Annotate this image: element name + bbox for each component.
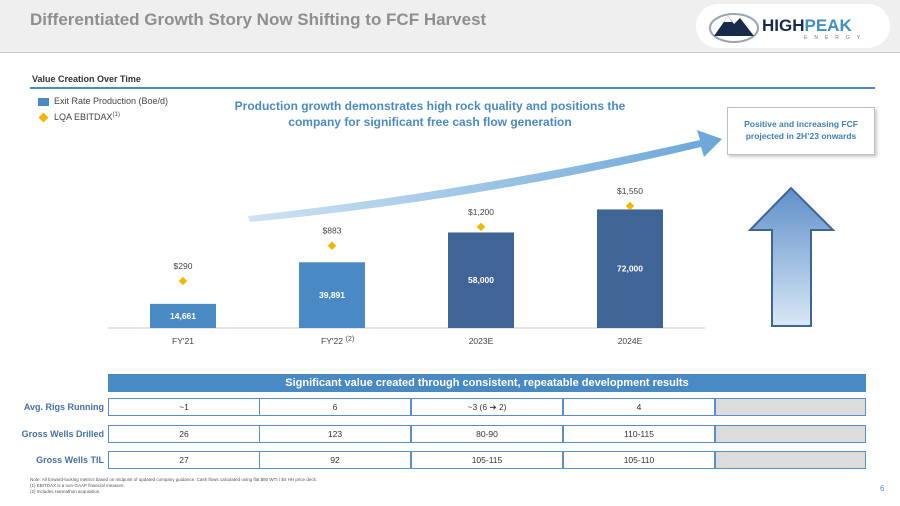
logo-energy: ENERGY — [804, 35, 868, 41]
legend-marker-entry: LQA EBITDAX(1) — [38, 112, 120, 123]
footnotes: Note: All forward-looking metrics based … — [30, 477, 317, 495]
table-cell: 105-110 — [563, 451, 715, 469]
table-cell — [715, 398, 866, 416]
table-cell: 27 — [108, 451, 260, 469]
logo-high: HIGH — [762, 16, 805, 35]
legend-marker-label: LQA EBITDAX — [54, 112, 113, 122]
mountain-logo-icon — [709, 13, 759, 43]
legend-marker-footnote: (1) — [112, 112, 120, 118]
bar-value-label: 58,000 — [468, 275, 494, 285]
ebitdax-marker-3 — [625, 201, 635, 211]
table-cell: 110-115 — [563, 425, 715, 443]
logo-peak: PEAK — [804, 16, 852, 35]
table-title: Significant value created through consis… — [108, 374, 866, 392]
bar-production-3 — [597, 209, 663, 328]
legend-bar-entry: Exit Rate Production (Boe/d) — [38, 96, 168, 106]
table-cell — [715, 451, 866, 469]
bar-production-0 — [150, 303, 216, 328]
table-cell: 105-115 — [411, 451, 563, 469]
bar-production-2 — [448, 232, 514, 328]
table-cell: 26 — [108, 425, 260, 443]
bar-production-1 — [299, 262, 365, 328]
x-tick-label: FY'21 — [172, 336, 194, 346]
ebitdax-marker-1 — [327, 241, 337, 250]
table-cell: 92 — [259, 451, 411, 469]
logo-wordmark: HIGHPEAK — [762, 16, 852, 36]
bar-value-label: 39,891 — [319, 290, 345, 300]
growth-arc-arrow — [248, 130, 722, 222]
table-cell: 80-90 — [411, 425, 563, 443]
footnote-line: (1) EBITDAX is a non-GAAP financial meas… — [30, 483, 125, 488]
table-cell — [715, 425, 866, 443]
table-cell: ~3 (6 ➔ 2) — [411, 398, 563, 416]
x-tick-label: FY'22 — [321, 336, 343, 346]
ebitdax-value-label: $883 — [323, 226, 342, 236]
x-tick-footnote: (2) — [346, 336, 355, 343]
row-label: Gross Wells TIL — [36, 455, 104, 465]
bar-value-label: 14,661 — [170, 311, 196, 321]
company-logo: HIGHPEAK ENERGY — [696, 4, 890, 48]
footnote-line: (2) Includes Hannathon acquisition. — [30, 489, 101, 494]
ebitdax-value-label: $1,200 — [468, 207, 494, 217]
section-divider — [30, 87, 875, 89]
ebitdax-value-label: $290 — [174, 261, 193, 271]
legend-bar-label: Exit Rate Production (Boe/d) — [54, 96, 169, 106]
fcf-callout: Positive and increasing FCF projected in… — [727, 107, 875, 155]
table-cell: 123 — [259, 425, 411, 443]
bar-value-label: 72,000 — [617, 264, 643, 274]
x-tick-label: 2024E — [618, 336, 643, 346]
table-cell: 6 — [259, 398, 411, 416]
up-arrow-icon — [747, 186, 836, 327]
row-label: Gross Wells Drilled — [21, 429, 104, 439]
section-title: Value Creation Over Time — [32, 74, 141, 84]
ebitdax-marker-0 — [178, 276, 188, 286]
ebitdax-value-label: $1,550 — [617, 186, 643, 196]
table-cell: 4 — [563, 398, 715, 416]
legend-bar-swatch — [38, 97, 49, 106]
table-cell: ~1 — [108, 398, 260, 416]
footnote-line: Note: All forward-looking metrics based … — [30, 477, 318, 482]
page-title: Differentiated Growth Story Now Shifting… — [30, 10, 487, 29]
x-tick-label: 2023E — [469, 336, 494, 346]
chart-headline: Production growth demonstrates high rock… — [234, 99, 626, 129]
ebitdax-marker-2 — [476, 222, 486, 232]
row-label: Avg. Rigs Running — [23, 402, 104, 412]
page-number: 6 — [880, 484, 885, 493]
